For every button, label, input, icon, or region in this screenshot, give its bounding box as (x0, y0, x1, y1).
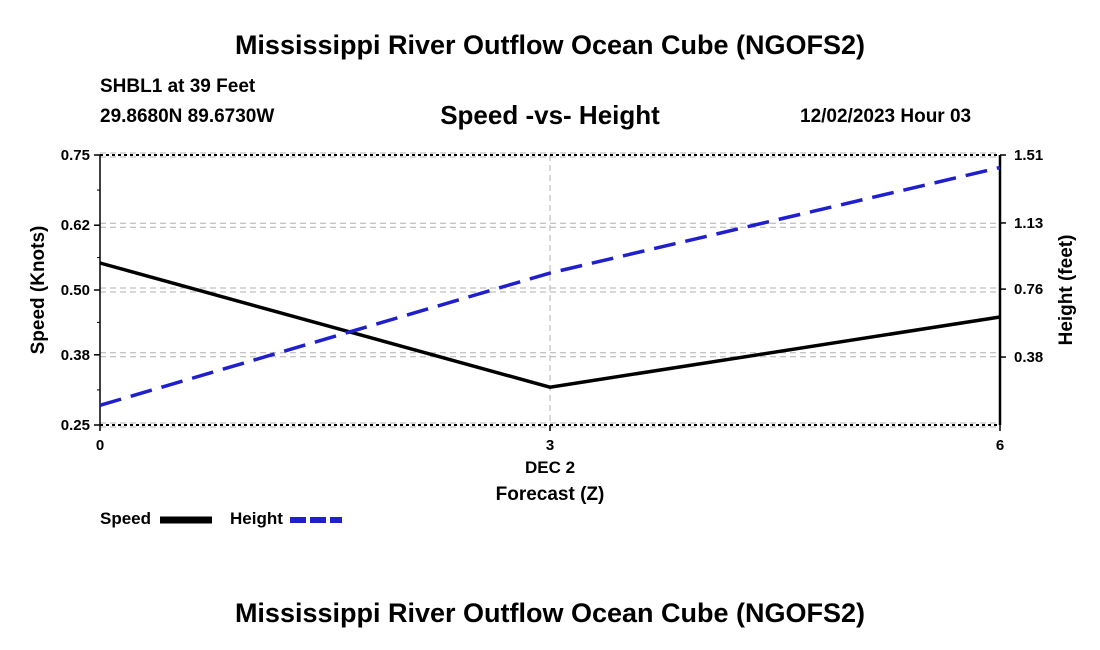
x-tick-label: 6 (996, 437, 1004, 454)
left-tick-label: 0.38 (61, 347, 90, 364)
y-axis-right-title: Height (feet) (1056, 235, 1077, 346)
datetime-label: 12/02/2023 Hour 03 (800, 106, 972, 127)
legend-height-label: Height (230, 509, 283, 528)
right-tick-label: 0.76 (1014, 281, 1043, 298)
series-line-height (99, 165, 1001, 408)
coordinates-label: 29.8680N 89.6730W (100, 106, 275, 127)
left-tick-label: 0.75 (61, 147, 90, 164)
right-tick-label: 1.51 (1014, 147, 1043, 164)
station-label: SHBL1 at 39 Feet (100, 76, 256, 97)
y-axis-left-title: Speed (Knots) (28, 226, 49, 355)
x-axis-title: Forecast (Z) (496, 484, 605, 505)
right-tick-label: 1.13 (1014, 215, 1043, 232)
series-line-speed (99, 261, 1001, 389)
x-tick-label: 3 (546, 437, 554, 454)
left-tick-label: 0.25 (61, 417, 90, 434)
x-tick-label: 0 (96, 437, 104, 454)
chart-main-title: Mississippi River Outflow Ocean Cube (NG… (234, 30, 866, 60)
footer-title: Mississippi River Outflow Ocean Cube (NG… (234, 598, 866, 628)
chart-subtitle: Speed -vs- Height (440, 100, 660, 130)
left-tick-label: 0.62 (61, 217, 90, 234)
x-date-label: DEC 2 (525, 458, 575, 477)
right-tick-label: 0.38 (1014, 349, 1043, 366)
left-tick-label: 0.50 (61, 282, 90, 299)
legend-speed-label: Speed (100, 509, 152, 528)
